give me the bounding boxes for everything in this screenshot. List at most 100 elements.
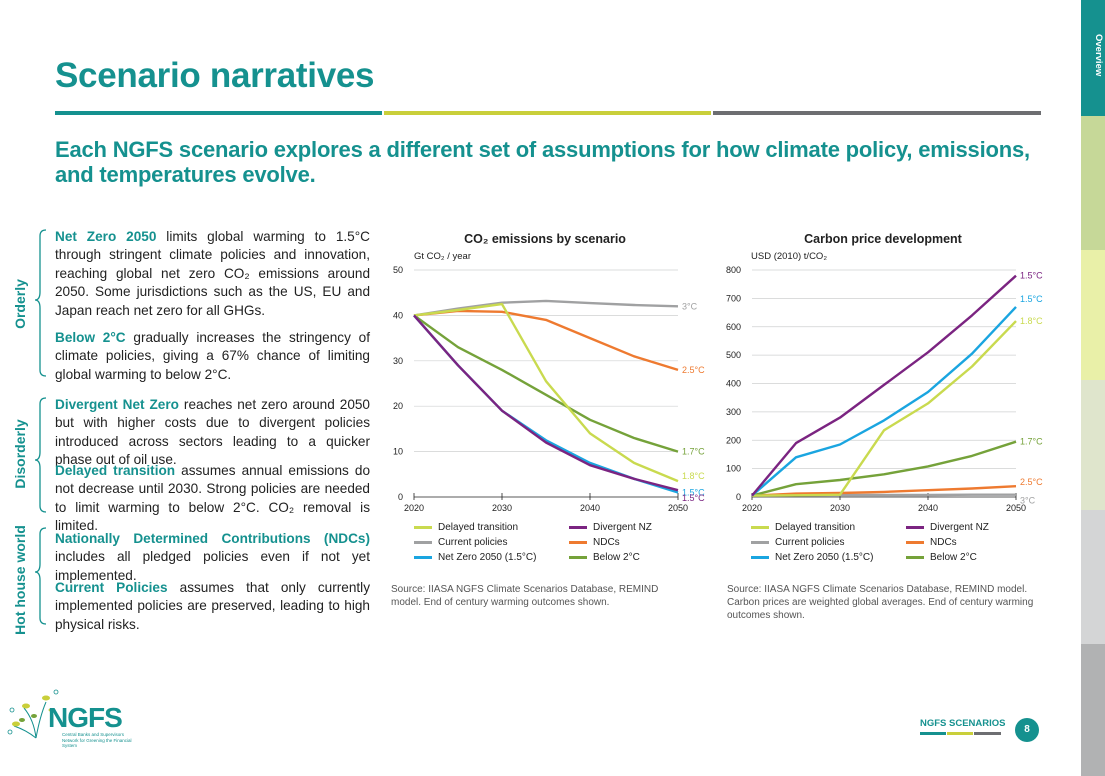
page-number: 8 <box>1015 718 1039 742</box>
legend-swatch <box>751 540 769 544</box>
legend-label: Below 2°C <box>930 552 977 563</box>
y-tick-label: 700 <box>726 293 741 303</box>
footer-rule-teal <box>920 732 946 735</box>
series-line <box>751 440 1017 497</box>
x-tick-label: 2040 <box>580 503 600 513</box>
series-end-label: 1.8°C <box>682 471 705 481</box>
legend-label: NDCs <box>593 537 620 548</box>
y-tick-label: 800 <box>726 265 741 275</box>
series-end-label: 1.5°C <box>1020 294 1043 304</box>
y-tick-label: 500 <box>726 350 741 360</box>
ngfs-logo-leaves-icon <box>7 689 59 739</box>
series-end-label: 3°C <box>682 301 698 311</box>
para-text: gradually increases the stringency of cl… <box>55 330 371 382</box>
para-text: assumes annual emissions do not decrease… <box>55 463 371 534</box>
chart1-legend: Delayed transition Divergent NZ Current … <box>414 522 704 570</box>
legend-item: Divergent NZ <box>906 522 989 533</box>
x-tick-label: 2030 <box>492 503 512 513</box>
x-tick-label: 2030 <box>830 503 850 513</box>
legend-item: Current policies <box>751 537 844 548</box>
legend-label: Divergent NZ <box>593 522 652 533</box>
y-tick-label: 600 <box>726 322 741 332</box>
para-lead: Current Policies <box>55 580 168 595</box>
y-tick-label: 300 <box>726 407 741 417</box>
y-tick-label: 50 <box>393 265 403 275</box>
legend-item: Divergent NZ <box>569 522 652 533</box>
legend-label: Divergent NZ <box>930 522 989 533</box>
legend-label: Current policies <box>775 537 845 548</box>
y-tick-label: 20 <box>393 401 403 411</box>
group-braces <box>34 229 47 625</box>
legend-item: Delayed transition <box>751 522 855 533</box>
legend-item: Net Zero 2050 (1.5°C) <box>751 552 874 563</box>
legend-swatch <box>906 555 924 559</box>
legend-swatch <box>569 555 587 559</box>
para-delayed-transition: Delayed transition assumes annual emissi… <box>55 462 370 536</box>
y-tick-label: 10 <box>393 447 403 457</box>
series-end-label: 1.7°C <box>1020 437 1043 447</box>
para-lead: Divergent Net Zero <box>55 397 179 412</box>
series-end-label: 1.8°C <box>1020 316 1043 326</box>
series-end-label: 2.5°C <box>682 365 705 375</box>
para-text: includes all pledged policies even if no… <box>55 549 370 583</box>
series-line <box>413 299 679 317</box>
page-title: Scenario narratives <box>55 56 375 95</box>
series-line <box>751 306 1017 497</box>
legend-label: Net Zero 2050 (1.5°C) <box>775 552 874 563</box>
series-end-label: 3°C <box>1020 496 1036 506</box>
group-label-orderly: Orderly <box>12 279 28 329</box>
legend-item: Current policies <box>414 537 507 548</box>
legend-swatch <box>906 540 924 544</box>
sidebar-tab-5[interactable] <box>1081 510 1105 644</box>
sidebar-tab-label: Overview <box>1093 33 1104 77</box>
series-line <box>413 314 679 492</box>
para-below-2c: Below 2°C gradually increases the string… <box>55 329 370 384</box>
sidebar-tab-2[interactable] <box>1081 116 1105 250</box>
chart2-plot: 0 100 200 300 400 500 600 700 800 2020 2030 2040 205… <box>726 265 1043 513</box>
y-tick-label: 30 <box>393 356 403 366</box>
sidebar-tab-overview[interactable] <box>1081 0 1105 116</box>
sidebar-tab-6[interactable] <box>1081 644 1105 776</box>
legend-item: Delayed transition <box>414 522 518 533</box>
legend-item: Below 2°C <box>569 552 640 563</box>
x-tick-label: 2040 <box>918 503 938 513</box>
legend-label: Delayed transition <box>775 522 856 533</box>
para-text: limits global warming to 1.5°C through s… <box>55 229 370 318</box>
series-end-label: 1.5°C <box>1020 271 1043 281</box>
chart2-ylabel: USD (2010) t/CO₂ <box>751 251 828 262</box>
title-rule-lime <box>384 111 711 115</box>
legend-label: Delayed transition <box>438 522 519 533</box>
x-tick-label: 2020 <box>404 503 424 513</box>
legend-swatch <box>569 540 587 544</box>
legend-swatch <box>414 555 432 559</box>
legend-swatch <box>751 525 769 529</box>
y-tick-label: 400 <box>726 379 741 389</box>
series-line <box>751 274 1017 497</box>
series-end-label: 1.5°C <box>682 487 705 497</box>
para-net-zero-2050: Net Zero 2050 limits global warming to 1… <box>55 228 370 320</box>
chart1-ylabel: Gt CO₂ / year <box>414 251 472 262</box>
sidebar-tab-4[interactable] <box>1081 380 1105 510</box>
para-lead: Net Zero 2050 <box>55 229 157 244</box>
x-tick-label: 2050 <box>668 503 688 513</box>
group-label-hot-house: Hot house world <box>12 525 28 635</box>
para-lead: Delayed transition <box>55 463 176 478</box>
legend-label: Below 2°C <box>593 552 640 563</box>
x-tick-label: 2050 <box>1006 503 1026 513</box>
chart2-legend: Delayed transition Divergent NZ Current … <box>751 522 1041 570</box>
series-end-label: 1.7°C <box>682 447 705 457</box>
title-rule-teal <box>55 111 382 115</box>
footer-label: NGFS SCENARIOS <box>920 718 1006 729</box>
legend-label: Current policies <box>438 537 508 548</box>
y-tick-label: 0 <box>736 492 741 502</box>
group-label-disorderly: Disorderly <box>12 419 28 489</box>
footer-rule-grey <box>974 732 1001 735</box>
y-tick-label: 40 <box>393 310 403 320</box>
series-line <box>413 314 679 453</box>
chart1-title: CO₂ emissions by scenario <box>464 232 626 246</box>
sidebar-tab-3[interactable] <box>1081 250 1105 380</box>
legend-label: Net Zero 2050 (1.5°C) <box>438 552 537 563</box>
para-text: reaches net zero around 2050 but with hi… <box>55 397 370 468</box>
series-end-label: 1.5°C <box>682 493 705 503</box>
